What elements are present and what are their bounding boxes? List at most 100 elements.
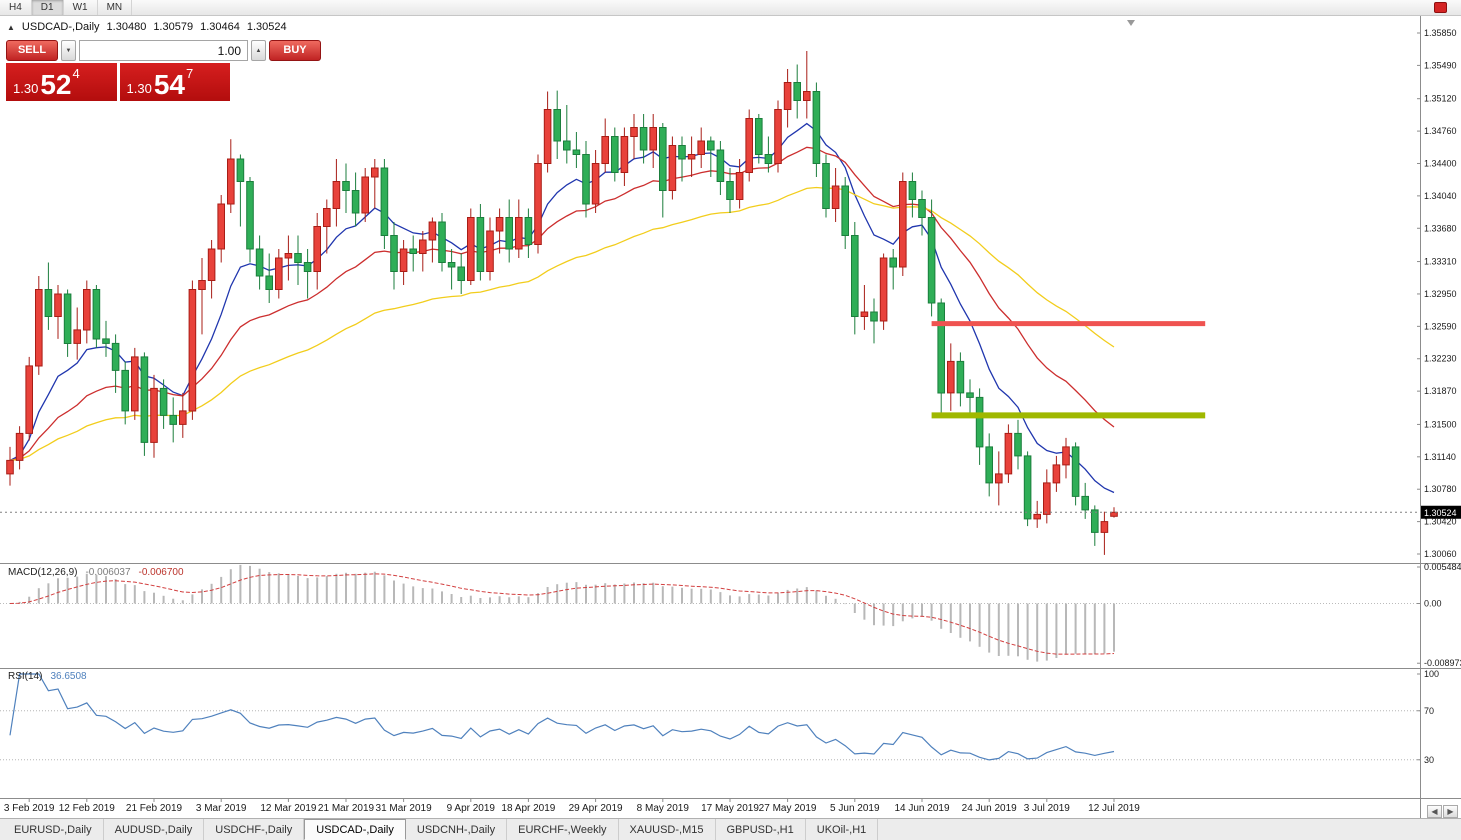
chart-tab-GBPUSD-H1[interactable]: GBPUSD-,H1 bbox=[716, 819, 806, 840]
date-axis-label: 8 May 2019 bbox=[637, 803, 690, 814]
buy-button[interactable]: BUY bbox=[269, 40, 321, 61]
date-axis-label: 12 Mar 2019 bbox=[260, 803, 317, 814]
chart-tab-USDCAD-Daily[interactable]: USDCAD-,Daily bbox=[304, 819, 406, 840]
rsi-axis-label: 30 bbox=[1424, 755, 1434, 765]
date-axis-label: 24 Jun 2019 bbox=[962, 803, 1017, 814]
date-axis-label: 21 Mar 2019 bbox=[318, 803, 375, 814]
tab-scroll-arrows: ◀ ▶ bbox=[1427, 805, 1458, 818]
rsi-label: RSI(14) 36.6508 bbox=[8, 671, 87, 682]
chart-canvas[interactable]: 1.35850 1.35490 1.35120 1.34760 1.34400 1.340… bbox=[0, 16, 1461, 818]
volume-input[interactable] bbox=[79, 40, 248, 61]
macd-axis-label: -0.008973 bbox=[1424, 658, 1461, 668]
toolbar-red-button[interactable] bbox=[1434, 2, 1447, 13]
price-axis-label: 1.30780 bbox=[1424, 484, 1457, 494]
date-axis-label: 3 Mar 2019 bbox=[196, 803, 247, 814]
price-axis-label: 1.35850 bbox=[1424, 28, 1457, 38]
chart-tabbar: EURUSD-,Daily AUDUSD-,Daily USDCHF-,Daily U… bbox=[0, 818, 1461, 840]
date-axis-label: 12 Jul 2019 bbox=[1088, 803, 1140, 814]
price-axis-label: 1.33310 bbox=[1424, 257, 1457, 267]
price-axis-label: 1.34760 bbox=[1424, 126, 1457, 136]
price-axis-label: 1.31870 bbox=[1424, 386, 1457, 396]
price-axis-label: 1.30420 bbox=[1424, 517, 1457, 527]
ohlc-close: 1.30524 bbox=[246, 21, 287, 33]
chart-symbol-period: USDCAD-,Daily bbox=[21, 21, 100, 33]
ohlc-high: 1.30579 bbox=[153, 21, 194, 33]
macd-main-value: -0.006037 bbox=[85, 567, 131, 578]
bid-prefix: 1.30 bbox=[13, 80, 39, 96]
date-axis-label: 17 May 2019 bbox=[701, 803, 759, 814]
bid-point: 4 bbox=[72, 66, 80, 81]
ohlc-open: 1.30480 bbox=[106, 21, 147, 33]
timeframe-toolbar: H4 D1 W1 MN bbox=[0, 0, 1461, 16]
price-axis-label: 1.32590 bbox=[1424, 321, 1457, 331]
price-axis-label: 1.30060 bbox=[1424, 549, 1457, 559]
date-axis-label: 27 May 2019 bbox=[759, 803, 817, 814]
volume-decrease-icon[interactable]: ▼ bbox=[61, 40, 76, 61]
chart-tab-USDCNH-Daily[interactable]: USDCNH-,Daily bbox=[406, 819, 508, 840]
date-axis-label: 3 Feb 2019 bbox=[4, 803, 55, 814]
timeframe-H4[interactable]: H4 bbox=[0, 0, 32, 15]
date-axis-label: 21 Feb 2019 bbox=[126, 803, 183, 814]
chart-tab-XAUUSD-M15[interactable]: XAUUSD-,M15 bbox=[619, 819, 716, 840]
timeframe-W1[interactable]: W1 bbox=[64, 0, 98, 15]
quote-row: 1.30 52 4 1.30 54 7 bbox=[6, 63, 230, 101]
price-axis-label: 1.31140 bbox=[1424, 452, 1456, 462]
price-axis-label: 1.34040 bbox=[1424, 191, 1457, 201]
bid-pips: 52 bbox=[40, 69, 72, 101]
date-axis-label: 12 Feb 2019 bbox=[59, 803, 116, 814]
one-click-trading-panel: SELL ▼ ▲ BUY 1.30 52 4 1.30 54 7 bbox=[6, 40, 321, 101]
macd-label: MACD(12,26,9) -0.006037 -0.006700 bbox=[8, 567, 184, 578]
price-axis-label: 1.35490 bbox=[1424, 60, 1457, 70]
timeframe-group: H4 D1 W1 MN bbox=[0, 0, 133, 15]
price-axis-label: 1.31500 bbox=[1424, 419, 1457, 429]
trade-controls-row: SELL ▼ ▲ BUY bbox=[6, 40, 321, 61]
macd-signal-value: -0.006700 bbox=[138, 567, 184, 578]
current-price-tag bbox=[1421, 505, 1461, 519]
scroll-right-icon[interactable]: ▶ bbox=[1443, 805, 1458, 818]
ask-price[interactable]: 1.30 54 7 bbox=[119, 63, 230, 101]
macd-signal-line bbox=[9, 573, 1115, 655]
chart-tab-USDCHF-Daily[interactable]: USDCHF-,Daily bbox=[204, 819, 305, 840]
bid-price[interactable]: 1.30 52 4 bbox=[6, 63, 117, 101]
ask-prefix: 1.30 bbox=[126, 80, 152, 96]
ma-line-10 bbox=[9, 122, 1115, 494]
chart-tab-EURUSD-Daily[interactable]: EURUSD-,Daily bbox=[3, 819, 104, 840]
macd-histogram bbox=[18, 564, 1115, 662]
chart-tab-AUDUSD-Daily[interactable]: AUDUSD-,Daily bbox=[104, 819, 205, 840]
svg-text:1.30524: 1.30524 bbox=[1424, 508, 1457, 518]
candles-series[interactable] bbox=[6, 51, 1118, 555]
date-axis-label: 14 Jun 2019 bbox=[894, 803, 949, 814]
sell-button[interactable]: SELL bbox=[6, 40, 58, 61]
price-axis-label: 1.32230 bbox=[1424, 354, 1457, 364]
volume-increase-icon[interactable]: ▲ bbox=[251, 40, 266, 61]
toolbar-right bbox=[1434, 2, 1461, 13]
timeframe-D1[interactable]: D1 bbox=[31, 0, 64, 15]
ohlc-low: 1.30464 bbox=[200, 21, 240, 33]
date-axis-label: 18 Apr 2019 bbox=[501, 803, 555, 814]
date-axis-label: 9 Apr 2019 bbox=[447, 803, 496, 814]
ask-point: 7 bbox=[185, 66, 194, 81]
chart-title: ▲ USDCAD-,Daily 1.30480 1.30579 1.30464 … bbox=[7, 21, 287, 33]
chart-tab-UKOil-H1[interactable]: UKOil-,H1 bbox=[806, 819, 879, 840]
scroll-left-icon[interactable]: ◀ bbox=[1427, 805, 1442, 818]
chart-tab-EURCHF-Weekly[interactable]: EURCHF-,Weekly bbox=[507, 819, 619, 840]
date-axis-label: 29 Apr 2019 bbox=[569, 803, 623, 814]
ask-pips: 54 bbox=[153, 69, 185, 101]
price-axis-label: 1.34400 bbox=[1424, 158, 1457, 168]
macd-axis-label: 0.00 bbox=[1424, 599, 1442, 609]
rsi-line bbox=[9, 673, 1115, 761]
macd-axis-label: 0.005484 bbox=[1424, 562, 1461, 572]
rsi-value: 36.6508 bbox=[50, 671, 87, 682]
rsi-name: RSI(14) bbox=[8, 671, 43, 682]
price-axis-label: 1.35120 bbox=[1424, 94, 1457, 104]
timeframe-MN[interactable]: MN bbox=[98, 0, 133, 15]
date-axis-label: 31 Mar 2019 bbox=[376, 803, 433, 814]
date-axis-label: 5 Jun 2019 bbox=[830, 803, 880, 814]
price-axis-label: 1.32950 bbox=[1424, 289, 1457, 299]
panel-collapse-icon[interactable]: ▲ bbox=[7, 22, 15, 32]
rsi-axis-label: 70 bbox=[1424, 706, 1434, 716]
rsi-axis-label: 100 bbox=[1424, 669, 1439, 679]
date-axis-label: 3 Jul 2019 bbox=[1024, 803, 1071, 814]
chart-shift-marker-icon[interactable] bbox=[1127, 20, 1135, 26]
